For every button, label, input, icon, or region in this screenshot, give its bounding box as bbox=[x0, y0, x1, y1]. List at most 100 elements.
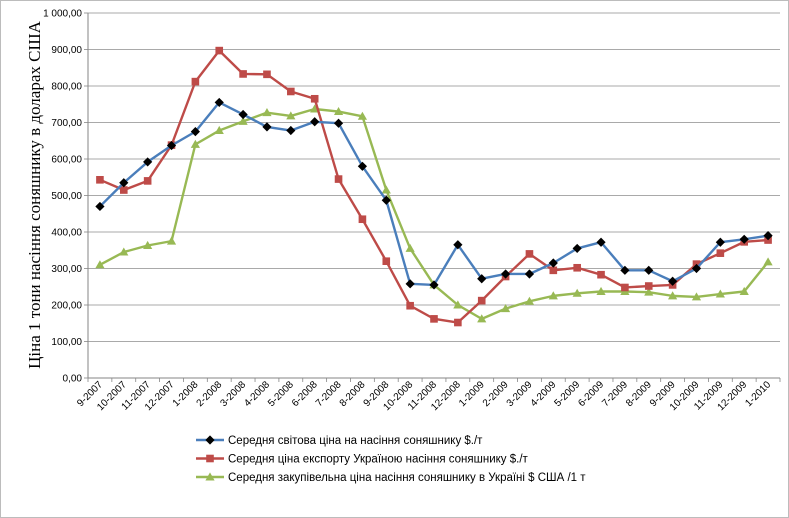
y-tick-label: 500,00 bbox=[51, 191, 82, 202]
x-tick-label: 2-2009 bbox=[481, 379, 511, 409]
x-tick-label: 7-2008 bbox=[314, 379, 344, 409]
x-tick-labels: 9-200710-200711-200712-20071-20082-20083… bbox=[75, 379, 773, 413]
x-tick-label: 4-2008 bbox=[242, 379, 272, 409]
x-tick-label: 1-2009 bbox=[457, 379, 487, 409]
data-point-square bbox=[287, 87, 295, 96]
data-point-diamond bbox=[333, 118, 344, 128]
data-point-triangle bbox=[405, 243, 415, 252]
data-point-square bbox=[430, 315, 438, 323]
series-line bbox=[99, 101, 769, 287]
data-point-diamond bbox=[143, 157, 153, 167]
series-group bbox=[95, 46, 773, 327]
legend-label: Середня ціна експорту Україною насіння с… bbox=[228, 454, 529, 466]
data-point-triangle bbox=[166, 236, 177, 245]
data-point-square bbox=[573, 263, 581, 272]
data-point-square bbox=[143, 177, 152, 185]
data-point-triangle bbox=[739, 286, 749, 295]
y-tick-label: 800,00 bbox=[51, 82, 82, 93]
legend-item-3: Середня закупівельна ціна насіння соняшн… bbox=[196, 472, 586, 484]
data-point-triangle bbox=[333, 106, 344, 115]
data-point-triangle bbox=[214, 125, 224, 134]
data-point-diamond bbox=[357, 161, 368, 171]
data-point-triangle bbox=[668, 291, 678, 300]
data-point-diamond bbox=[477, 274, 487, 284]
data-point-square bbox=[239, 70, 247, 78]
data-point-triangle bbox=[477, 314, 487, 323]
data-point-triangle bbox=[381, 185, 391, 194]
data-point-triangle bbox=[763, 257, 773, 266]
data-point-triangle bbox=[205, 472, 215, 481]
data-point-square bbox=[621, 283, 629, 292]
data-point-square bbox=[644, 282, 653, 290]
data-point-square bbox=[96, 176, 104, 184]
data-point-diamond bbox=[190, 127, 200, 137]
x-tick-label: 1-2008 bbox=[171, 379, 201, 409]
y-tick-label: 0,00 bbox=[63, 374, 83, 385]
data-point-square bbox=[358, 215, 367, 224]
data-point-square bbox=[191, 77, 200, 86]
y-tick-label: 700,00 bbox=[51, 118, 82, 129]
data-point-triangle bbox=[238, 116, 248, 125]
legend-label: Середня світова ціна на насіння соняшник… bbox=[228, 435, 483, 447]
series-1 bbox=[95, 97, 773, 290]
data-point-triangle bbox=[119, 247, 129, 256]
data-point-diamond bbox=[310, 117, 320, 127]
data-point-triangle bbox=[572, 288, 582, 297]
axes bbox=[84, 12, 781, 382]
data-point-square bbox=[597, 270, 605, 279]
data-point-triangle bbox=[262, 108, 272, 117]
y-tick-labels: 0,00 100,00 200,00 300,00 400,00 500,00 600,00… bbox=[43, 9, 82, 385]
data-point-square bbox=[119, 186, 128, 194]
x-tick-label: 1-2010 bbox=[743, 379, 773, 409]
y-tick-label: 600,00 bbox=[51, 155, 82, 166]
legend-item-1: Середня світова ціна на насіння соняшник… bbox=[196, 435, 483, 447]
data-point-square bbox=[549, 266, 558, 275]
data-point-square bbox=[215, 46, 224, 55]
data-point-diamond bbox=[381, 195, 391, 205]
data-point-diamond bbox=[205, 435, 215, 445]
data-point-diamond bbox=[405, 279, 415, 289]
data-point-square bbox=[263, 70, 271, 79]
legend: Середня світова ціна на насіння соняшник… bbox=[189, 428, 622, 491]
x-tick-label: 7-2009 bbox=[600, 379, 630, 409]
data-point-diamond bbox=[238, 109, 248, 120]
gridlines bbox=[88, 12, 780, 342]
x-tick-label: 5-2009 bbox=[552, 379, 582, 409]
y-tick-label: 1 000,00 bbox=[43, 9, 82, 20]
data-point-diamond bbox=[524, 269, 535, 279]
x-tick-label: 6-2009 bbox=[576, 379, 606, 409]
data-point-diamond bbox=[691, 263, 702, 274]
x-tick-label: 6-2008 bbox=[290, 379, 320, 409]
data-point-square bbox=[716, 249, 725, 257]
series-3 bbox=[95, 104, 773, 323]
x-tick-label: 3-2009 bbox=[505, 379, 535, 409]
data-point-square bbox=[525, 250, 534, 258]
data-point-triangle bbox=[190, 139, 200, 148]
x-tick-label: 2-2008 bbox=[195, 379, 225, 409]
data-point-square bbox=[206, 454, 214, 463]
legend-label: Середня закупівельна ціна насіння соняшн… bbox=[228, 472, 586, 484]
data-point-diamond bbox=[500, 269, 511, 279]
y-tick-label: 200,00 bbox=[51, 301, 82, 312]
data-point-diamond bbox=[95, 201, 105, 212]
data-point-diamond bbox=[166, 140, 177, 151]
x-tick-label: 8-2008 bbox=[338, 379, 368, 409]
data-point-diamond bbox=[453, 240, 463, 250]
data-point-diamond bbox=[262, 122, 272, 132]
data-point-triangle bbox=[453, 300, 463, 309]
data-point-square bbox=[406, 301, 414, 310]
data-point-triangle bbox=[286, 111, 296, 120]
data-point-triangle bbox=[715, 289, 725, 298]
data-point-square bbox=[334, 175, 343, 183]
data-point-diamond bbox=[572, 243, 582, 254]
data-point-square bbox=[477, 296, 486, 305]
data-point-diamond bbox=[668, 276, 678, 286]
data-point-triangle bbox=[644, 287, 654, 296]
data-point-triangle bbox=[596, 286, 606, 295]
x-tick-label: 3-2008 bbox=[218, 379, 248, 409]
data-point-triangle bbox=[548, 291, 558, 300]
data-point-square bbox=[454, 318, 462, 327]
x-tick-label: 5-2008 bbox=[266, 379, 296, 409]
y-axis-label: Ціна 1 тони насіння соняшнику в доларах … bbox=[25, 20, 44, 369]
